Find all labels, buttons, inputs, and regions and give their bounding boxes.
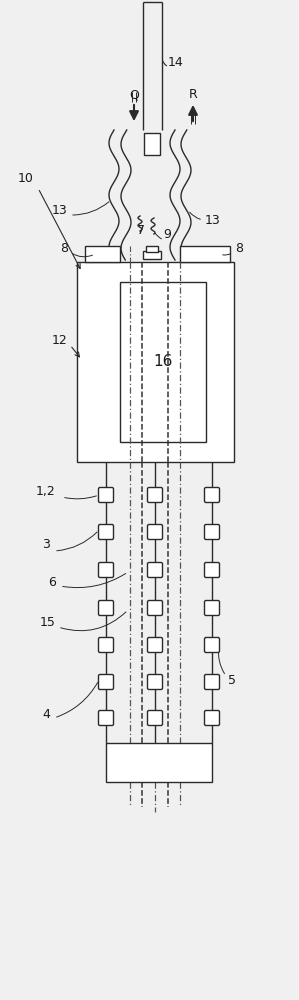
FancyBboxPatch shape	[98, 600, 114, 615]
Text: 16: 16	[153, 355, 173, 369]
FancyBboxPatch shape	[205, 710, 219, 726]
Bar	[143, 251, 161, 259]
FancyBboxPatch shape	[98, 488, 114, 502]
FancyBboxPatch shape	[98, 710, 114, 726]
Text: 13: 13	[52, 204, 68, 217]
Bar	[77, 262, 234, 462]
Text: 3: 3	[42, 538, 50, 552]
Text: 6: 6	[48, 576, 56, 588]
FancyBboxPatch shape	[205, 488, 219, 502]
FancyBboxPatch shape	[205, 674, 219, 690]
Text: Q: Q	[129, 89, 139, 102]
FancyBboxPatch shape	[205, 562, 219, 578]
FancyBboxPatch shape	[205, 600, 219, 615]
FancyBboxPatch shape	[147, 524, 162, 540]
Text: 15: 15	[40, 616, 56, 630]
Text: 8: 8	[235, 241, 243, 254]
FancyBboxPatch shape	[98, 524, 114, 540]
FancyBboxPatch shape	[147, 638, 162, 652]
Bar	[106, 743, 212, 782]
FancyBboxPatch shape	[205, 638, 219, 652]
Text: 14: 14	[168, 55, 184, 68]
Bar	[180, 246, 230, 262]
Text: 8: 8	[60, 241, 68, 254]
FancyBboxPatch shape	[98, 638, 114, 652]
Bar	[120, 282, 206, 442]
Bar	[146, 246, 158, 252]
Bar	[144, 133, 160, 155]
FancyBboxPatch shape	[147, 600, 162, 615]
FancyBboxPatch shape	[147, 488, 162, 502]
Text: R: R	[189, 89, 197, 102]
Text: 5: 5	[228, 674, 236, 686]
FancyBboxPatch shape	[98, 674, 114, 690]
Text: 1,2: 1,2	[36, 485, 56, 497]
Text: 10: 10	[18, 172, 34, 184]
FancyBboxPatch shape	[147, 710, 162, 726]
Text: 13: 13	[205, 214, 221, 227]
FancyBboxPatch shape	[147, 562, 162, 578]
Bar	[85, 246, 120, 262]
Text: 9: 9	[163, 229, 171, 241]
FancyBboxPatch shape	[147, 674, 162, 690]
Text: 4: 4	[42, 708, 50, 720]
Text: 7: 7	[137, 224, 145, 236]
FancyBboxPatch shape	[98, 562, 114, 578]
FancyBboxPatch shape	[205, 524, 219, 540]
Text: 12: 12	[52, 334, 68, 347]
